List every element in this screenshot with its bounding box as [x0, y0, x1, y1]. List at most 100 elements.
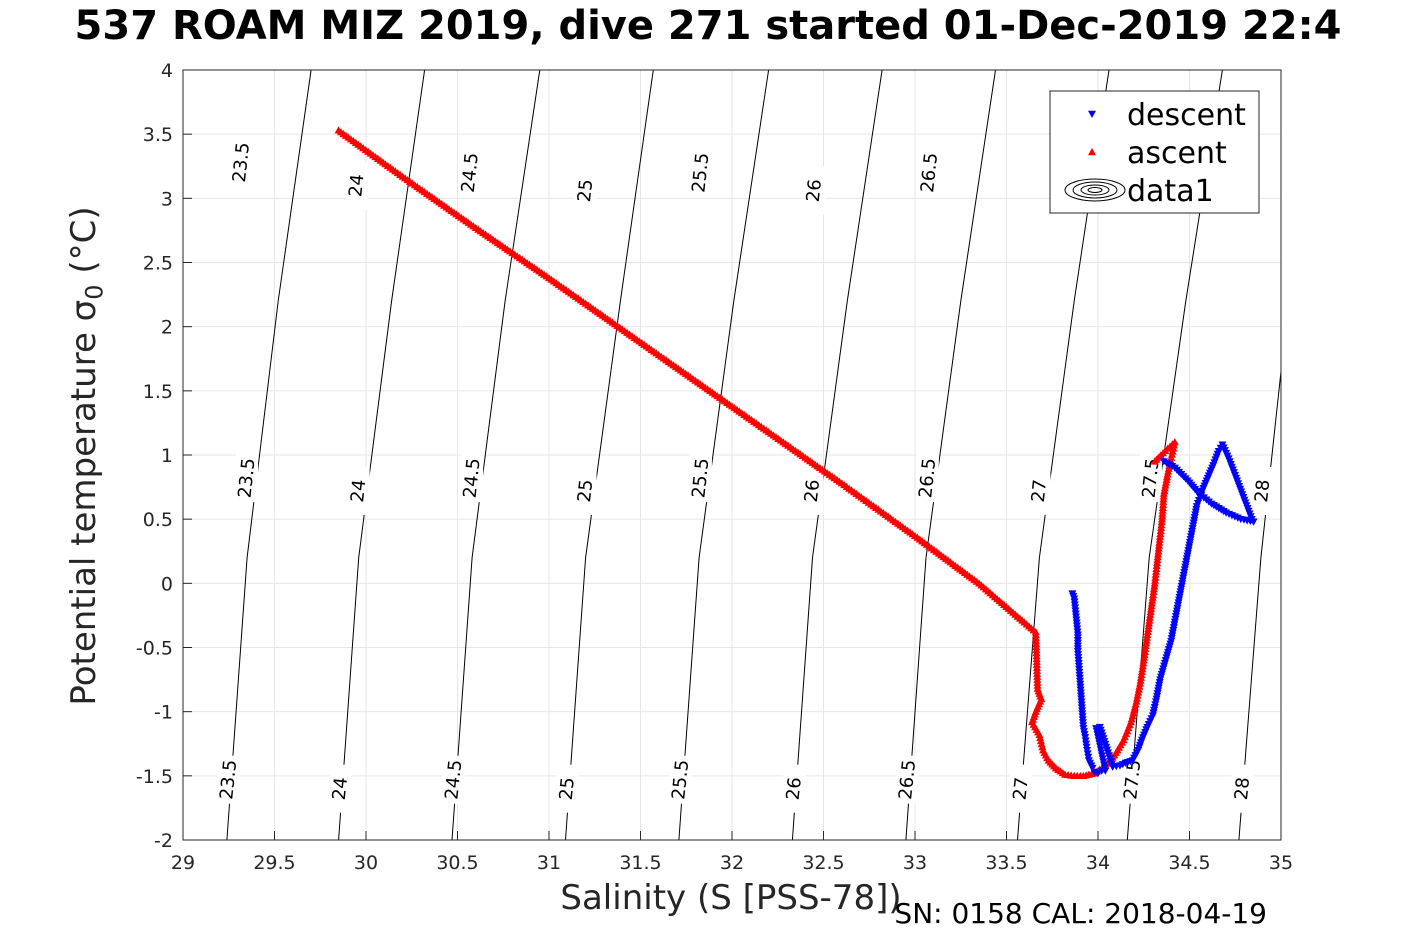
descent-marker — [1169, 624, 1178, 632]
legend-descent-icon — [1088, 110, 1096, 118]
descent-marker — [1178, 580, 1187, 588]
contour-label-bg — [345, 161, 368, 210]
descent-marker — [1168, 629, 1177, 637]
contour-label: 25 — [556, 776, 579, 801]
ascent-series — [334, 126, 1179, 780]
legend-label-ascent: ascent — [1127, 136, 1227, 171]
contour-label-bg — [329, 764, 352, 813]
contour-line-25 — [565, 69, 654, 841]
contour-label-bg — [217, 755, 240, 804]
descent-marker — [1185, 541, 1194, 549]
x-tick-label: 29.5 — [253, 852, 295, 874]
descent-marker — [1187, 533, 1196, 541]
descent-marker — [1174, 599, 1183, 607]
descent-series — [1068, 441, 1258, 778]
contour-label-bg — [1010, 764, 1033, 813]
x-tick-label: 31 — [537, 852, 561, 874]
contour-label: 26.5 — [915, 457, 940, 499]
contour-label: 25.5 — [688, 457, 713, 499]
contour-line-26.5 — [905, 69, 996, 841]
descent-marker — [1178, 577, 1187, 585]
legend-contour-icon — [1072, 181, 1118, 199]
descent-marker — [1172, 607, 1181, 615]
descent-marker — [1095, 740, 1104, 748]
descent-marker — [1097, 749, 1106, 757]
contour-label-bg — [783, 764, 806, 813]
contour-label: 25 — [574, 178, 597, 203]
contour-label: 23.5 — [229, 141, 254, 183]
x-axis-label: Salinity (S [PSS-78]) — [560, 878, 902, 918]
contour-label: 27 — [1028, 478, 1051, 503]
contour-label: 26 — [801, 478, 824, 503]
legend-contour-icon — [1087, 187, 1103, 193]
descent-marker — [1183, 552, 1192, 560]
contour-label-bg — [1231, 764, 1254, 813]
y-axis-label-symbol: σ — [63, 299, 104, 322]
descent-marker — [1154, 687, 1163, 695]
contour-label: 25.5 — [668, 759, 693, 801]
contour-label-bg — [556, 764, 579, 813]
descent-marker — [1184, 544, 1193, 552]
descent-marker — [1171, 613, 1180, 621]
y-axis-label-subscript: 0 — [80, 284, 109, 300]
descent-marker — [1192, 505, 1201, 514]
contour-label-bg — [230, 138, 253, 187]
descent-marker — [1186, 538, 1195, 547]
descent-marker — [1190, 516, 1199, 525]
descent-marker — [1155, 679, 1164, 687]
contour-label: 27.5 — [1120, 759, 1145, 801]
x-tick-label: 35 — [1269, 852, 1293, 874]
descent-marker — [1190, 514, 1199, 522]
descent-marker — [1175, 596, 1184, 604]
descent-marker — [1101, 767, 1110, 775]
contour-label: 28 — [1231, 776, 1254, 801]
contour-label: 23.5 — [216, 759, 241, 801]
contour-label-bg — [689, 148, 712, 197]
descent-marker — [1171, 615, 1180, 624]
y-tick-label: 2 — [161, 317, 173, 339]
descent-marker — [1176, 588, 1185, 596]
descent-marker — [1100, 761, 1109, 769]
descent-marker — [1191, 511, 1200, 519]
contour-label: 26.5 — [895, 759, 920, 801]
descent-marker — [1176, 591, 1185, 599]
descent-marker — [1189, 522, 1198, 530]
y-axis-ticks: -2 -1.5 -1 -0.5 0 0.5 1 1.5 2 2.5 3 3.5 4 — [136, 60, 192, 852]
x-tick-label: 31.5 — [619, 852, 661, 874]
ascent-marker — [1150, 457, 1159, 465]
descent-marker — [1177, 585, 1186, 593]
y-tick-label: -1.5 — [136, 766, 173, 788]
contour-label-bg — [459, 148, 482, 197]
descent-marker — [1187, 530, 1196, 538]
descent-marker — [1159, 458, 1168, 466]
y-tick-label: -1 — [154, 702, 173, 724]
descent-marker — [1094, 737, 1103, 745]
y-tick-label: 4 — [161, 60, 173, 82]
descent-marker — [1152, 695, 1161, 703]
serial-calibration-footer: SN: 0158 CAL: 2018-04-19 — [894, 897, 1267, 930]
descent-marker — [1167, 635, 1176, 643]
descent-marker — [1175, 593, 1184, 602]
contour-label-bg — [689, 454, 712, 503]
descent-marker — [1099, 758, 1108, 766]
contour-label: 24.5 — [460, 457, 485, 499]
contour-label-bg — [1121, 755, 1144, 804]
descent-marker — [1170, 621, 1179, 629]
legend-label-data1: data1 — [1127, 174, 1214, 209]
contour-label: 27 — [1010, 776, 1033, 801]
descent-marker — [1184, 547, 1193, 555]
contour-label-bg — [1028, 466, 1051, 515]
descent-marker — [1172, 610, 1181, 618]
x-tick-label: 34 — [1086, 852, 1110, 874]
descent-marker — [1096, 746, 1105, 754]
contour-label-bg — [803, 166, 826, 215]
y-tick-label: 1.5 — [143, 381, 173, 403]
descent-marker — [1182, 555, 1191, 563]
descent-marker — [1098, 755, 1107, 763]
contour-label: 28 — [1251, 478, 1274, 503]
descent-marker — [1153, 690, 1162, 698]
x-tick-label: 34.5 — [1168, 852, 1210, 874]
x-tick-label: 29 — [171, 852, 195, 874]
descent-marker — [1186, 536, 1195, 544]
descent-marker — [1188, 527, 1197, 536]
